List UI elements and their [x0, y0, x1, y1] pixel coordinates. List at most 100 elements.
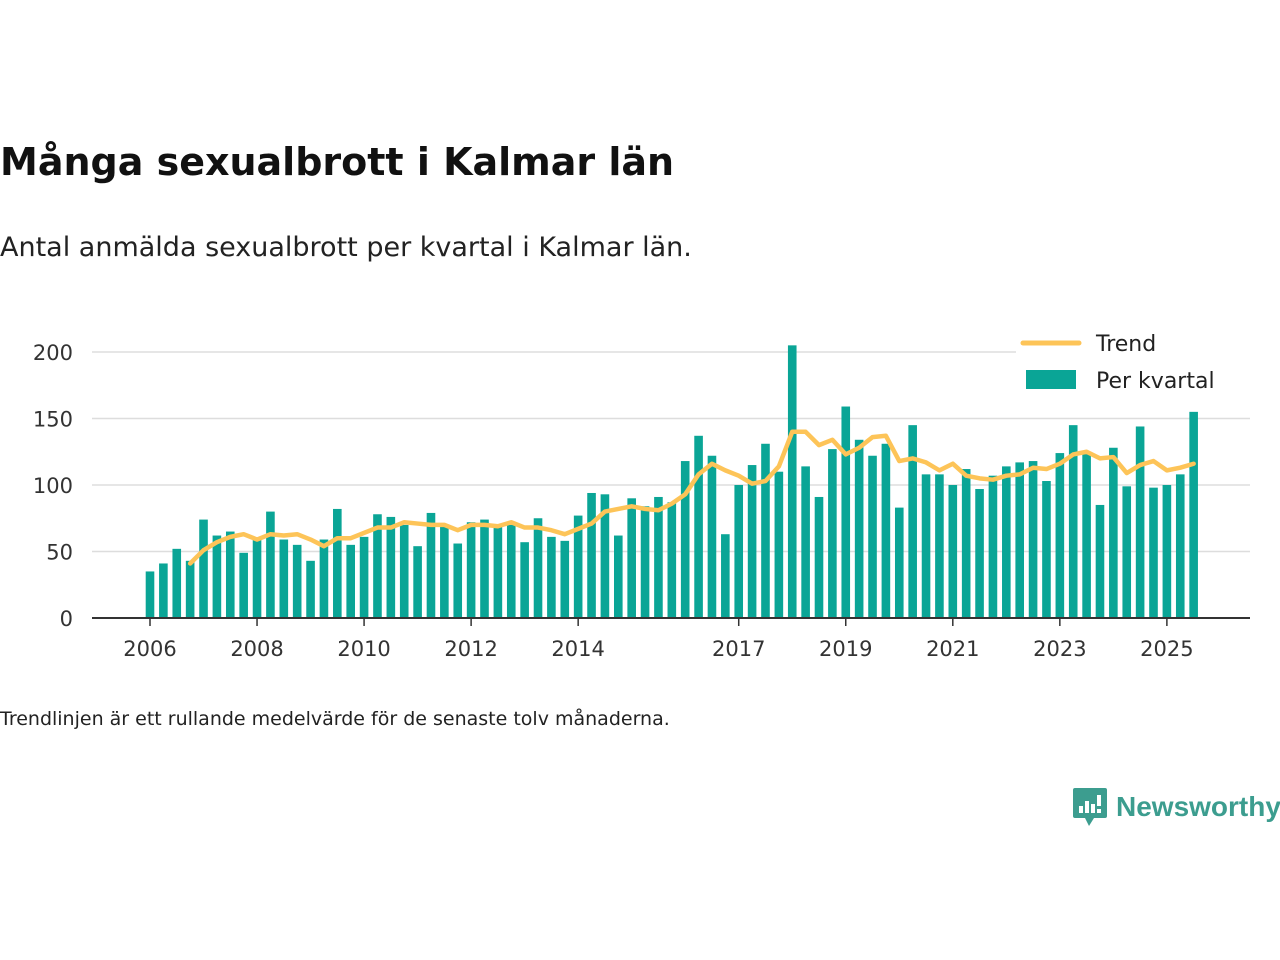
y-axis-ticks: 0 50 100 150 200 — [33, 341, 73, 631]
bar — [373, 514, 382, 618]
x-axis-ticks: 2006 2008 2010 2012 2014 2017 2019 2021 2023 2025 — [123, 618, 1194, 661]
bar — [587, 492, 596, 618]
chart-subtitle: Antal anmälda sexualbrott per kvartal i … — [0, 232, 692, 263]
bar — [961, 469, 971, 618]
bar — [894, 507, 904, 618]
bar — [573, 515, 583, 618]
legend-bar-label: Per kvartal — [1096, 369, 1215, 394]
bar — [399, 524, 409, 618]
bar — [721, 534, 730, 618]
brand[interactable]: Newsworthy — [1072, 786, 1280, 828]
bar — [159, 563, 168, 618]
x-tick-label: 2014 — [551, 637, 604, 661]
y-tick-label: 100 — [33, 474, 73, 498]
bar — [814, 496, 824, 618]
bar — [506, 524, 516, 618]
bar — [828, 449, 837, 618]
y-tick-label: 200 — [33, 341, 73, 365]
bar — [667, 502, 677, 618]
brand-name: Newsworthy — [1116, 791, 1280, 822]
bar — [707, 455, 717, 618]
x-tick-label: 2008 — [230, 637, 283, 661]
trend-line — [187, 429, 1196, 566]
y-tick-label: 50 — [46, 541, 73, 565]
bar — [1149, 487, 1158, 618]
bar — [466, 522, 476, 618]
bar — [921, 474, 931, 618]
bar — [172, 548, 182, 618]
x-tick-label: 2023 — [1033, 637, 1086, 661]
bar — [1015, 462, 1024, 618]
bar — [654, 496, 663, 618]
x-tick-label: 2006 — [123, 637, 176, 661]
x-tick-label: 2010 — [337, 637, 390, 661]
bar — [774, 471, 784, 618]
newsworthy-logo-icon — [1073, 788, 1107, 826]
bar — [1028, 461, 1038, 618]
bar — [1175, 474, 1185, 618]
bar — [252, 538, 262, 618]
y-tick-label: 0 — [60, 607, 73, 631]
bar — [413, 546, 422, 618]
bar — [747, 465, 757, 618]
bar — [640, 506, 650, 618]
x-tick-label: 2012 — [444, 637, 497, 661]
x-tick-label: 2017 — [712, 637, 765, 661]
bar — [801, 466, 810, 618]
bar — [680, 461, 690, 618]
bar — [1042, 481, 1051, 618]
legend: Trend Per kvartal — [1016, 322, 1250, 404]
x-tick-label: 2021 — [926, 637, 979, 661]
bar — [761, 443, 770, 618]
footnote: Trendlinjen är ett rullande medelvärde f… — [0, 708, 670, 730]
bar — [185, 560, 195, 618]
bar — [359, 536, 369, 618]
bar — [319, 539, 329, 618]
x-tick-label: 2019 — [819, 637, 872, 661]
bar — [333, 508, 342, 618]
bar — [520, 542, 529, 618]
legend-bar-swatch — [1026, 370, 1076, 389]
bar — [787, 345, 797, 618]
chart: 0 50 100 150 200 2006 2008 2010 2012 2014 2017 201… — [32, 322, 1250, 661]
bar — [881, 443, 891, 618]
bar — [868, 455, 877, 618]
bar — [975, 488, 984, 618]
bar — [1162, 485, 1172, 618]
bar — [292, 544, 302, 618]
bar — [627, 498, 636, 618]
bar — [279, 539, 289, 618]
bar — [841, 406, 851, 618]
bar — [854, 439, 864, 618]
bar — [1068, 425, 1078, 618]
bar — [225, 531, 235, 618]
bar — [306, 560, 315, 618]
bar — [199, 519, 208, 618]
bar — [600, 494, 610, 618]
bar — [908, 425, 917, 618]
chart-title: Många sexualbrott i Kalmar län — [0, 140, 675, 184]
bar — [560, 540, 570, 618]
trend-series — [187, 429, 1196, 566]
bar — [1122, 486, 1132, 618]
bar — [212, 535, 222, 618]
bar — [948, 485, 958, 618]
bar — [1135, 426, 1145, 618]
bar — [533, 518, 543, 618]
bar — [239, 552, 248, 618]
y-tick-label: 150 — [33, 408, 73, 432]
bar — [386, 516, 396, 618]
bar — [145, 571, 155, 618]
bar — [1095, 504, 1105, 618]
bar — [1189, 411, 1198, 618]
bar — [493, 526, 503, 618]
bar — [734, 485, 744, 618]
bar — [614, 535, 623, 618]
bar — [266, 511, 275, 618]
bar — [1109, 447, 1118, 618]
x-tick-label: 2025 — [1140, 637, 1193, 661]
bar — [1082, 453, 1091, 618]
bar — [440, 524, 449, 618]
bar — [1002, 466, 1011, 618]
bar — [935, 474, 944, 618]
